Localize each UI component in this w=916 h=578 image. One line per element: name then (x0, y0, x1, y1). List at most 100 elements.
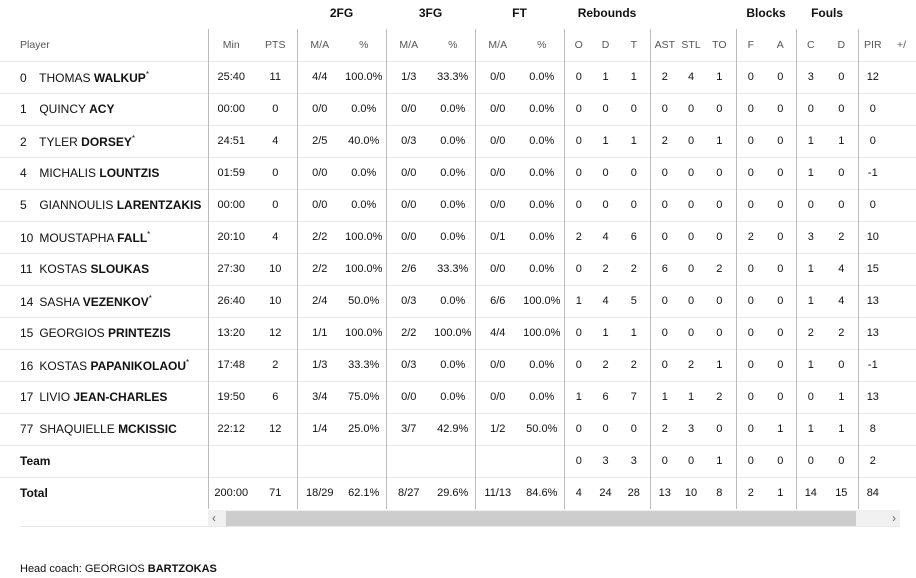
stat-cell: 1 (795, 348, 826, 381)
column-header: D (601, 38, 610, 51)
stat-cell: 0.0% (342, 188, 386, 221)
stat-cell: 0 (618, 92, 651, 125)
player-last-name: LOUNTZIS (99, 166, 160, 180)
player-number: 5 (20, 198, 27, 212)
stat-cell: 0/0 (385, 188, 431, 221)
stat-cell: 2 (795, 316, 826, 349)
stat-cell: 33.3% (431, 252, 475, 285)
player-name-cell[interactable]: 4 MICHALIS LOUNTZIS (0, 156, 208, 189)
player-name-cell[interactable]: 15 GEORGIOS PRINTEZIS (0, 316, 208, 349)
player-name-cell[interactable]: 11 KOSTAS SLOUKAS (0, 252, 208, 285)
player-name-cell[interactable]: 17 LIVIO JEAN-CHARLES (0, 380, 208, 413)
stat-cell: 0 (795, 188, 826, 221)
stat-cell (887, 252, 916, 285)
player-name-cell[interactable]: 16 KOSTAS PAPANIKOLAOU* (0, 348, 208, 381)
stat-cell (887, 380, 916, 413)
stat-cell: 0/1 (474, 220, 520, 253)
stat-cell: 1 (765, 476, 797, 509)
stat-cell: 0 (649, 348, 680, 381)
column-header: Player (20, 38, 50, 51)
starter-marker: * (147, 229, 151, 239)
stat-cell: 0.0% (431, 380, 475, 413)
stat-cell: 100.0% (520, 284, 565, 317)
stat-cell: 3/7 (385, 412, 431, 445)
stat-cell: 2 (679, 348, 704, 381)
stat-cell: 0 (825, 348, 859, 381)
player-name-cell[interactable]: 14 SASHA VEZENKOV* (0, 284, 208, 317)
stat-cell: 10 (679, 476, 704, 509)
stat-cell: 1 (765, 412, 797, 445)
column-header: M/A (385, 29, 431, 61)
stat-cell: 100.0% (342, 220, 386, 253)
player-name-cell[interactable]: 0 THOMAS WALKUP* (0, 60, 208, 93)
stat-cell: 2 (563, 220, 594, 253)
stat-cell: 13 (857, 316, 888, 349)
stat-cell: 0/0 (296, 156, 342, 189)
player-row: 1 QUINCY ACY 00:00 0 0/0 0.0% 0/0 0.0% 0/0 0.0% 0… (0, 92, 916, 125)
stat-cell: 2/2 (296, 252, 342, 285)
player-number: 16 (20, 358, 34, 373)
stat-cell: 10 (857, 220, 888, 253)
stat-cell: 0 (563, 60, 594, 93)
stat-cell: 84.6% (520, 476, 565, 509)
stat-cell: 0 (563, 156, 594, 189)
player-name-cell[interactable]: 5 GIANNOULIS LARENTZAKIS (0, 188, 208, 221)
stat-cell: 2 (254, 348, 297, 381)
stat-cell: 11 (254, 60, 297, 93)
player-row: 11 KOSTAS SLOUKAS 27:30 10 2/2 100.0% 2/6 33.3… (0, 252, 916, 285)
player-name-cell[interactable]: 2 TYLER DORSEY* (0, 124, 208, 157)
player-name-cell[interactable]: 1 QUINCY ACY (0, 92, 208, 125)
column-header: % (448, 38, 458, 51)
column-header: % (359, 38, 369, 51)
stat-cell: 1 (825, 412, 859, 445)
stat-cell: 0/0 (474, 348, 520, 381)
stat-cell: 0 (735, 316, 766, 349)
stat-cell: 2/6 (385, 252, 431, 285)
stat-cell: 2 (593, 252, 619, 285)
starter-marker: * (131, 133, 135, 143)
scrollbar-thumb[interactable] (226, 511, 856, 526)
stat-cell: 2/2 (296, 220, 342, 253)
stat-cell: 25.0% (342, 412, 386, 445)
stat-cell: 25:40 (207, 60, 254, 93)
player-number: 1 (20, 102, 27, 116)
horizontal-scrollbar[interactable]: ‹ › (208, 510, 900, 527)
stat-cell (474, 444, 520, 477)
stat-cell: 0 (563, 124, 594, 157)
stat-cell: 3/4 (296, 380, 342, 413)
head-coach-first: GEORGIOS (84, 563, 145, 575)
stat-cell: 0/0 (296, 188, 342, 221)
stat-cell: 3 (795, 60, 826, 93)
stat-cell: -1 (857, 348, 888, 381)
stat-cell: 2/5 (296, 124, 342, 157)
stat-cell: 4 (593, 220, 619, 253)
player-name-cell[interactable]: 10 MOUSTAPHA FALL* (0, 220, 208, 253)
stat-cell: 0 (795, 380, 826, 413)
stat-cell: 18/29 (296, 476, 342, 509)
stat-cell: 0 (649, 156, 680, 189)
player-last-name: FALL (117, 230, 148, 245)
stat-cell: 1 (618, 60, 651, 93)
stat-cell: 62.1% (342, 476, 386, 509)
box-score-table: 2FG 3FG FT Rebounds Blocks Fouls Player M… (0, 6, 916, 509)
stat-cell: 12 (857, 60, 888, 93)
player-name-cell[interactable]: 77 SHAQUIELLE MCKISSIC (0, 412, 208, 445)
stat-cell: 29.6% (431, 476, 475, 509)
stat-cell: 1 (618, 316, 651, 349)
starter-marker: * (186, 357, 190, 367)
player-last-name: ACY (89, 102, 115, 116)
stat-cell: 0/0 (474, 380, 520, 413)
stat-cell: 1 (795, 124, 826, 157)
stat-cell: 0 (649, 444, 680, 477)
team-row: Team 0 3 3 0 0 1 0 0 0 0 2 (0, 444, 916, 477)
player-row: 5 GIANNOULIS LARENTZAKIS 00:00 0 0/0 0.0% 0/0… (0, 188, 916, 221)
stat-cell (887, 444, 916, 477)
player-number: 17 (20, 390, 34, 404)
stat-cell: 10 (254, 284, 297, 317)
chevron-left-icon[interactable]: ‹ (212, 511, 216, 525)
chevron-right-icon[interactable]: › (892, 511, 896, 525)
column-header: AST (649, 29, 680, 61)
stat-cell: 0 (563, 252, 594, 285)
stat-cell: 0 (703, 284, 737, 317)
player-first-name: GEORGIOS (39, 326, 105, 340)
